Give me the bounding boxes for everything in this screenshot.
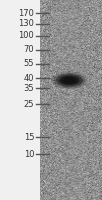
Text: 130: 130	[18, 20, 34, 28]
Text: 55: 55	[24, 59, 34, 68]
Ellipse shape	[51, 72, 88, 89]
Bar	[40, 0, 102, 200]
Text: 170: 170	[18, 8, 34, 18]
Text: 10: 10	[24, 150, 34, 159]
Ellipse shape	[53, 73, 85, 88]
Text: 40: 40	[24, 74, 34, 83]
Text: 15: 15	[24, 132, 34, 142]
Ellipse shape	[59, 76, 79, 85]
Text: 70: 70	[24, 46, 34, 54]
Ellipse shape	[56, 74, 83, 87]
Bar	[0, 0, 40, 200]
Text: 35: 35	[24, 84, 34, 93]
Text: 25: 25	[24, 100, 34, 109]
Text: 100: 100	[18, 31, 34, 40]
Ellipse shape	[63, 77, 76, 84]
